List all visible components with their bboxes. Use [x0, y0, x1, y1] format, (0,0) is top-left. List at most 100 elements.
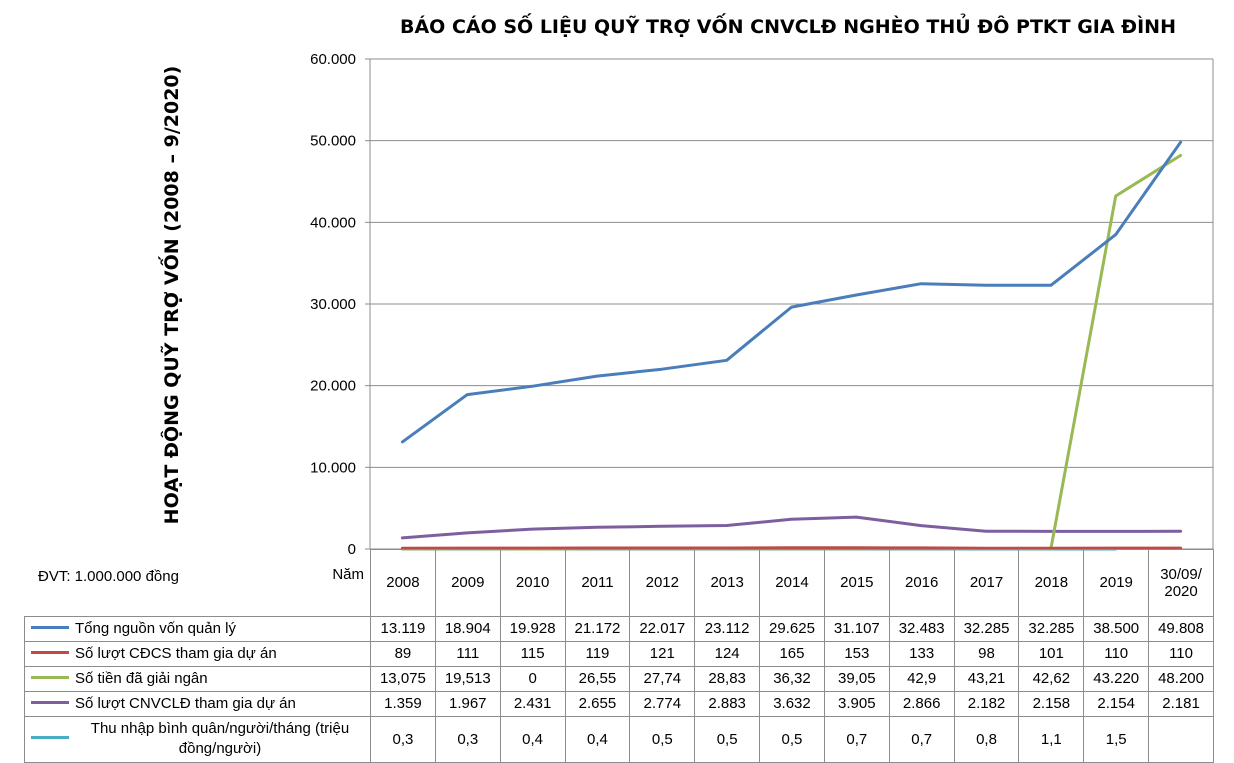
y-tick-label: 10.000	[310, 459, 356, 476]
legend-entry: Tổng nguồn vốn quản lý	[24, 615, 371, 642]
x-category-label: 2010	[499, 549, 566, 617]
data-label: 2.655	[564, 690, 631, 717]
data-label: 98	[953, 640, 1020, 667]
data-label: 119	[564, 640, 631, 667]
table-row: Thu nhập bình quân/người/tháng (triệu đồ…	[24, 715, 1214, 763]
data-label: 2.158	[1018, 690, 1085, 717]
data-label: 27,74	[629, 665, 696, 692]
data-label: 26,55	[564, 665, 631, 692]
data-label: 89	[370, 640, 436, 667]
legend-key	[31, 700, 69, 704]
data-label: 0,4	[564, 715, 631, 763]
table-row: Số lượt CNVCLĐ tham gia dự án 1.359 1.967 2…	[24, 690, 1214, 717]
data-label: 28,83	[694, 665, 761, 692]
x-category-label: 2015	[823, 549, 890, 617]
data-label: 42,62	[1018, 665, 1085, 692]
table-row: Số tiền đã giải ngân 13,075 19,513 0 26,55 27…	[24, 665, 1214, 692]
data-label: 0,8	[953, 715, 1020, 763]
x-category-label: 2009	[434, 549, 501, 617]
x-category-label: 2017	[953, 549, 1020, 617]
data-label: 0,3	[434, 715, 501, 763]
data-label: 2.866	[888, 690, 955, 717]
table-header-label: Năm	[24, 549, 371, 617]
data-label: 121	[629, 640, 696, 667]
data-label: 2.774	[629, 690, 696, 717]
data-label: 0	[499, 665, 566, 692]
data-label: 38.500	[1083, 615, 1150, 642]
data-label: 32.285	[953, 615, 1020, 642]
data-label: 31.107	[823, 615, 890, 642]
legend-entry: Thu nhập bình quân/người/tháng (triệu đồ…	[24, 715, 371, 763]
data-label: 22.017	[629, 615, 696, 642]
data-label: 2.154	[1083, 690, 1150, 717]
data-label: 115	[499, 640, 566, 667]
legend-key	[31, 675, 69, 679]
series-line-3	[400, 515, 1183, 540]
x-category-label: 2012	[629, 549, 696, 617]
data-label: 48.200	[1148, 665, 1214, 692]
data-label: 0,7	[888, 715, 955, 763]
data-label: 42,9	[888, 665, 955, 692]
legend-entry: Số lượt CĐCS tham gia dự án	[24, 640, 371, 667]
data-label: 2.883	[694, 690, 761, 717]
series-line-1	[400, 546, 1183, 550]
data-label: 43,21	[953, 665, 1020, 692]
y-tick-label: 20.000	[310, 378, 356, 395]
data-label: 133	[888, 640, 955, 667]
data-label: 2.431	[499, 690, 566, 717]
series-line-2	[400, 153, 1183, 551]
x-category-label: 2014	[759, 549, 825, 617]
data-label: 0,4	[499, 715, 566, 763]
data-label: 124	[694, 640, 761, 667]
data-label: 101	[1018, 640, 1085, 667]
data-label: 1.967	[434, 690, 501, 717]
data-label: 39,05	[823, 665, 890, 692]
legend-key	[31, 625, 69, 629]
x-category-label: 2016	[888, 549, 955, 617]
data-label: 2.181	[1148, 690, 1214, 717]
data-label: 111	[434, 640, 501, 667]
data-label: 49.808	[1148, 615, 1214, 642]
data-label: 2.182	[953, 690, 1020, 717]
table-row: Số lượt CĐCS tham gia dự án 89 111 115 119 12…	[24, 640, 1214, 667]
data-label: 165	[759, 640, 825, 667]
y-tick-label: 40.000	[310, 214, 356, 231]
data-label: 18.904	[434, 615, 501, 642]
data-label: 153	[823, 640, 890, 667]
data-label: 0,7	[823, 715, 890, 763]
data-label: 0,5	[629, 715, 696, 763]
data-label: 3.632	[759, 690, 825, 717]
legend-key	[31, 735, 69, 739]
legend-entry: Số lượt CNVCLĐ tham gia dự án	[24, 690, 371, 717]
data-label: 110	[1083, 640, 1150, 667]
legend-entry: Số tiền đã giải ngân	[24, 665, 371, 692]
data-label: 19.928	[499, 615, 566, 642]
data-label: 0,5	[694, 715, 761, 763]
y-tick-label: 50.000	[310, 133, 356, 150]
data-table: Năm 2008 2009 2010 2011 2012 2013 2014 2015 2016 2…	[24, 549, 1214, 763]
data-label: 0,5	[759, 715, 825, 763]
x-category-label: 2008	[370, 549, 436, 617]
data-label: 110	[1148, 640, 1214, 667]
x-category-label: 30/09/2020	[1148, 549, 1214, 617]
table-row: Tổng nguồn vốn quản lý 13.119 18.904 19.928…	[24, 615, 1214, 642]
data-label: 19,513	[434, 665, 501, 692]
y-tick-label: 30.000	[310, 296, 356, 313]
data-label: 0,3	[370, 715, 436, 763]
data-label: 1.359	[370, 690, 436, 717]
x-category-label: 2019	[1083, 549, 1150, 617]
legend-label: Thu nhập bình quân/người/tháng (triệu đồ…	[90, 720, 350, 757]
data-label: 21.172	[564, 615, 631, 642]
y-tick-label: 60.000	[310, 51, 356, 68]
data-label: 32.483	[888, 615, 955, 642]
data-label: 13,075	[370, 665, 436, 692]
series-line-0	[400, 140, 1183, 444]
legend-label: Số lượt CĐCS tham gia dự án	[75, 645, 277, 662]
data-label	[1148, 715, 1214, 763]
data-label: 13.119	[370, 615, 436, 642]
data-label: 32.285	[1018, 615, 1085, 642]
data-label: 3.905	[823, 690, 890, 717]
legend-label: Số tiền đã giải ngân	[75, 670, 208, 687]
x-category-label: 2011	[564, 549, 631, 617]
